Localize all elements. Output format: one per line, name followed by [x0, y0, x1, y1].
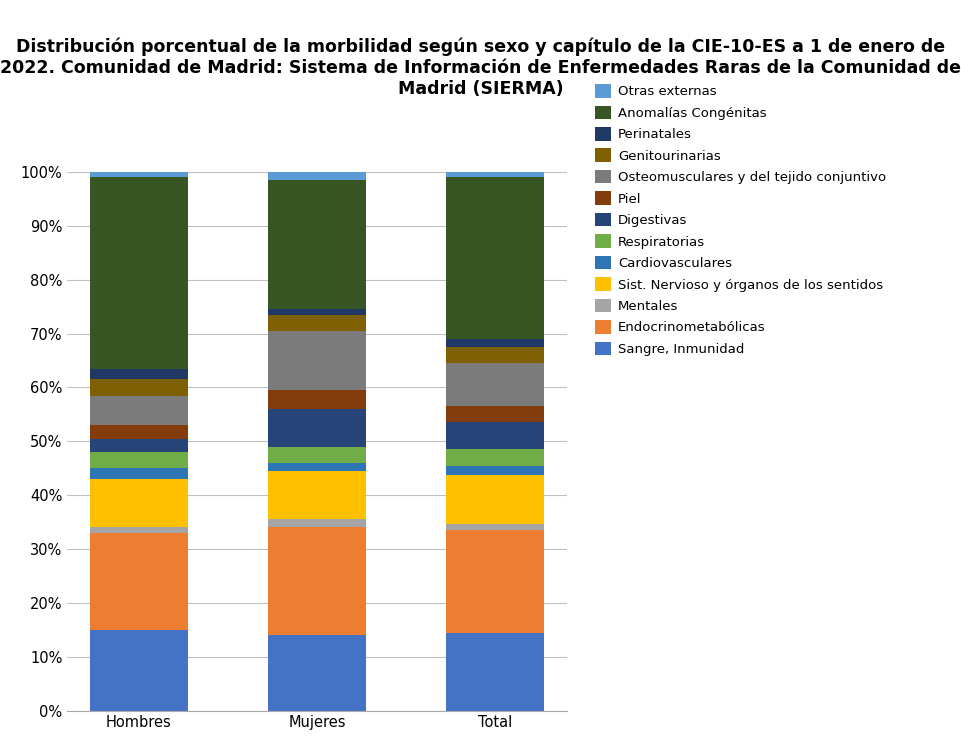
Bar — [446, 339, 544, 347]
Bar — [446, 172, 544, 177]
Bar — [90, 379, 188, 396]
Bar — [90, 172, 188, 177]
Bar — [268, 180, 366, 310]
Bar — [268, 172, 366, 180]
Bar — [268, 409, 366, 447]
Bar — [268, 447, 366, 463]
Bar — [268, 519, 366, 527]
Bar — [90, 630, 188, 711]
Bar — [90, 468, 188, 479]
Bar — [446, 530, 544, 633]
Bar — [90, 396, 188, 425]
Bar — [268, 390, 366, 409]
Bar — [268, 635, 366, 711]
Bar — [268, 471, 366, 519]
Bar — [90, 479, 188, 527]
Legend: Otras externas, Anomalías Congénitas, Perinatales, Genitourinarias, Osteomuscula: Otras externas, Anomalías Congénitas, Pe… — [593, 82, 889, 358]
Bar — [90, 425, 188, 438]
Bar — [90, 452, 188, 468]
Bar — [446, 347, 544, 364]
Bar — [446, 450, 544, 465]
Bar — [90, 438, 188, 452]
Bar — [90, 533, 188, 630]
Bar — [446, 633, 544, 711]
Bar — [90, 177, 188, 369]
Bar — [446, 406, 544, 423]
Bar — [268, 527, 366, 635]
Bar — [446, 177, 544, 339]
Bar — [446, 423, 544, 450]
Bar — [90, 369, 188, 379]
Bar — [268, 463, 366, 471]
Bar — [446, 524, 544, 530]
Bar — [268, 315, 366, 331]
Bar — [446, 465, 544, 475]
Text: Distribución porcentual de la morbilidad según sexo y capítulo de la CIE-10-ES a: Distribución porcentual de la morbilidad… — [0, 37, 961, 97]
Bar — [268, 310, 366, 315]
Bar — [446, 364, 544, 406]
Bar — [90, 527, 188, 533]
Bar — [446, 475, 544, 524]
Bar — [268, 331, 366, 390]
